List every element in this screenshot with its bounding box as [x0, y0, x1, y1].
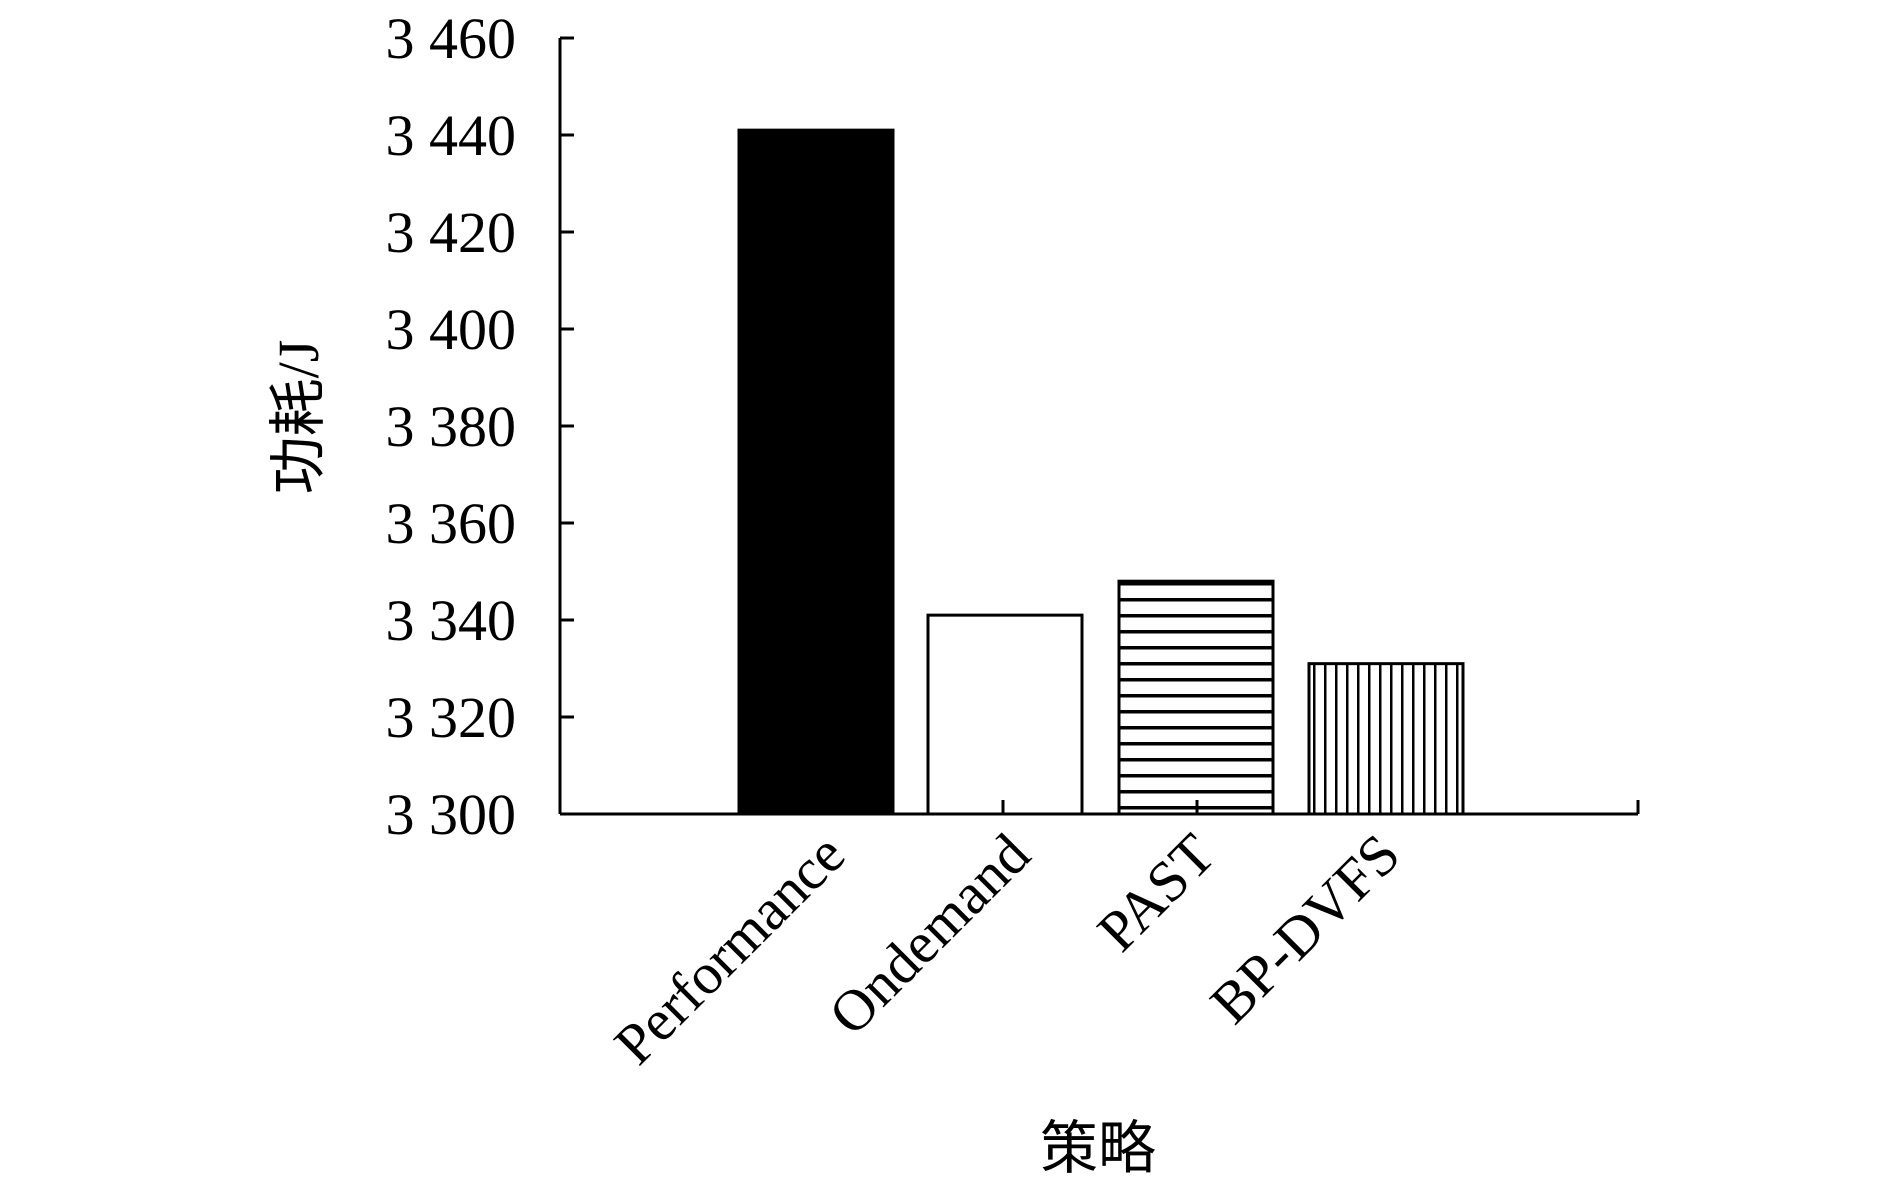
y-tick-label: 3 460: [386, 6, 517, 71]
y-tick-label: 3 380: [386, 394, 517, 459]
y-tick-label: 3 320: [386, 685, 517, 750]
x-category-label: BP-DVFS: [1198, 821, 1413, 1036]
y-tick-label: 3 440: [386, 103, 517, 168]
x-category-label: PAST: [1085, 821, 1227, 963]
bar-ondemand: [926, 613, 1084, 816]
axes: [558, 38, 1640, 816]
bar-bp-dvfs: [1307, 662, 1465, 816]
y-tick-label: 3 360: [386, 491, 517, 556]
x-axis-title: 策略: [1040, 1116, 1156, 1179]
bars: [737, 128, 1465, 816]
y-tick-label: 3 340: [386, 588, 517, 653]
y-ticks: 3 300 3 320 3 340 3 360 3 380 3 400 3 420 3 440…: [386, 6, 574, 847]
y-tick-label: 3 420: [386, 200, 517, 265]
y-tick-label: 3 300: [386, 782, 517, 847]
x-category-label: Performance: [602, 821, 857, 1076]
bar-performance: [737, 128, 895, 816]
x-category-label: Ondemand: [816, 821, 1042, 1047]
y-axis-title: 功耗/J: [266, 340, 331, 495]
y-tick-label: 3 400: [386, 297, 517, 362]
bar-past: [1117, 579, 1275, 816]
